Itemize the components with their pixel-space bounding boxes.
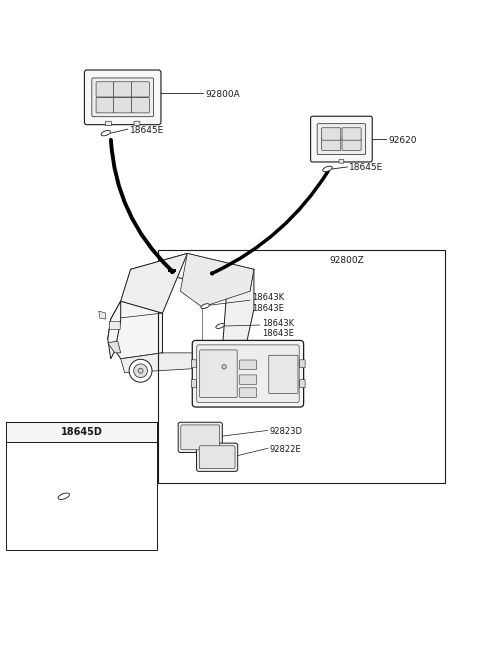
Ellipse shape <box>58 493 70 499</box>
FancyBboxPatch shape <box>196 443 238 472</box>
Bar <box>158 251 445 483</box>
FancyBboxPatch shape <box>114 82 132 97</box>
FancyBboxPatch shape <box>197 345 299 403</box>
Circle shape <box>218 361 230 373</box>
Polygon shape <box>222 270 254 353</box>
Polygon shape <box>99 311 106 319</box>
FancyBboxPatch shape <box>322 138 341 150</box>
Text: 92620: 92620 <box>388 136 417 144</box>
Circle shape <box>170 270 174 274</box>
FancyBboxPatch shape <box>342 128 361 140</box>
Text: 18643K: 18643K <box>262 319 294 327</box>
Text: 92800Z: 92800Z <box>329 256 364 266</box>
Text: 18643K: 18643K <box>252 293 284 302</box>
FancyBboxPatch shape <box>342 138 361 150</box>
Text: 18643E: 18643E <box>252 304 284 313</box>
FancyBboxPatch shape <box>192 340 304 407</box>
Text: 18645E: 18645E <box>349 163 384 173</box>
FancyBboxPatch shape <box>239 388 257 398</box>
Text: 92822E: 92822E <box>270 445 301 454</box>
FancyBboxPatch shape <box>114 98 132 113</box>
FancyBboxPatch shape <box>131 82 149 97</box>
Circle shape <box>214 357 234 377</box>
Polygon shape <box>168 270 176 272</box>
FancyBboxPatch shape <box>311 116 372 162</box>
Circle shape <box>138 368 143 373</box>
FancyBboxPatch shape <box>199 446 235 468</box>
FancyBboxPatch shape <box>134 121 140 126</box>
Ellipse shape <box>101 131 110 136</box>
Text: 18645D: 18645D <box>61 428 103 438</box>
FancyBboxPatch shape <box>178 422 222 453</box>
Polygon shape <box>120 341 247 373</box>
Circle shape <box>129 359 152 382</box>
Circle shape <box>222 365 226 369</box>
Polygon shape <box>108 301 120 359</box>
FancyBboxPatch shape <box>106 121 111 126</box>
Polygon shape <box>131 253 254 286</box>
Text: 18643E: 18643E <box>262 329 294 338</box>
FancyBboxPatch shape <box>131 98 149 113</box>
FancyBboxPatch shape <box>300 380 305 388</box>
FancyBboxPatch shape <box>96 82 114 97</box>
FancyBboxPatch shape <box>92 78 154 117</box>
Polygon shape <box>108 301 162 359</box>
FancyBboxPatch shape <box>322 128 341 140</box>
FancyBboxPatch shape <box>192 359 197 368</box>
FancyBboxPatch shape <box>96 98 114 113</box>
FancyBboxPatch shape <box>300 359 305 368</box>
Text: 92823D: 92823D <box>270 427 303 436</box>
Ellipse shape <box>216 323 224 329</box>
FancyBboxPatch shape <box>317 124 366 155</box>
FancyBboxPatch shape <box>192 380 197 388</box>
Text: 18645E: 18645E <box>130 126 164 134</box>
FancyBboxPatch shape <box>239 375 257 384</box>
FancyBboxPatch shape <box>239 360 257 369</box>
Bar <box>6 422 157 550</box>
FancyBboxPatch shape <box>269 355 298 394</box>
Bar <box>6 422 157 442</box>
Polygon shape <box>120 253 187 313</box>
Circle shape <box>211 272 214 275</box>
Ellipse shape <box>201 304 209 308</box>
FancyBboxPatch shape <box>200 350 237 398</box>
Polygon shape <box>108 341 120 353</box>
FancyBboxPatch shape <box>109 321 120 329</box>
Ellipse shape <box>323 166 332 172</box>
Text: 92800A: 92800A <box>205 90 240 99</box>
Polygon shape <box>180 253 254 307</box>
Circle shape <box>134 364 147 378</box>
FancyBboxPatch shape <box>181 425 220 450</box>
FancyBboxPatch shape <box>84 70 161 125</box>
FancyBboxPatch shape <box>339 159 344 163</box>
